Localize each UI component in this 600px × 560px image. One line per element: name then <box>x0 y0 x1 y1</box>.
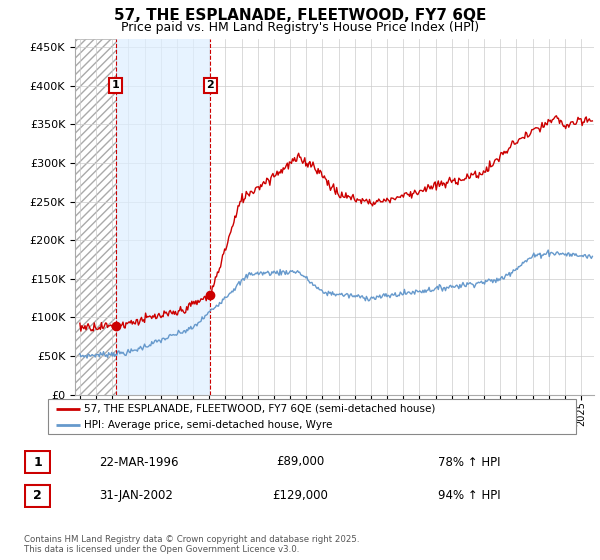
Text: 1: 1 <box>112 81 119 90</box>
Text: 94% ↑ HPI: 94% ↑ HPI <box>438 489 500 502</box>
Text: 2: 2 <box>33 489 42 502</box>
Text: Contains HM Land Registry data © Crown copyright and database right 2025.
This d: Contains HM Land Registry data © Crown c… <box>24 535 359 554</box>
Bar <box>116 39 211 395</box>
Text: 1: 1 <box>33 455 42 469</box>
Text: 57, THE ESPLANADE, FLEETWOOD, FY7 6QE: 57, THE ESPLANADE, FLEETWOOD, FY7 6QE <box>114 8 486 24</box>
Text: 2: 2 <box>206 81 214 90</box>
Text: HPI: Average price, semi-detached house, Wyre: HPI: Average price, semi-detached house,… <box>84 419 332 430</box>
Text: Price paid vs. HM Land Registry's House Price Index (HPI): Price paid vs. HM Land Registry's House … <box>121 21 479 34</box>
Text: £129,000: £129,000 <box>272 489 328 502</box>
Text: 57, THE ESPLANADE, FLEETWOOD, FY7 6QE (semi-detached house): 57, THE ESPLANADE, FLEETWOOD, FY7 6QE (s… <box>84 404 435 414</box>
Text: 78% ↑ HPI: 78% ↑ HPI <box>438 455 500 469</box>
Text: 31-JAN-2002: 31-JAN-2002 <box>99 489 173 502</box>
Bar <box>75 39 116 395</box>
Text: 22-MAR-1996: 22-MAR-1996 <box>99 455 179 469</box>
Text: £89,000: £89,000 <box>276 455 324 469</box>
